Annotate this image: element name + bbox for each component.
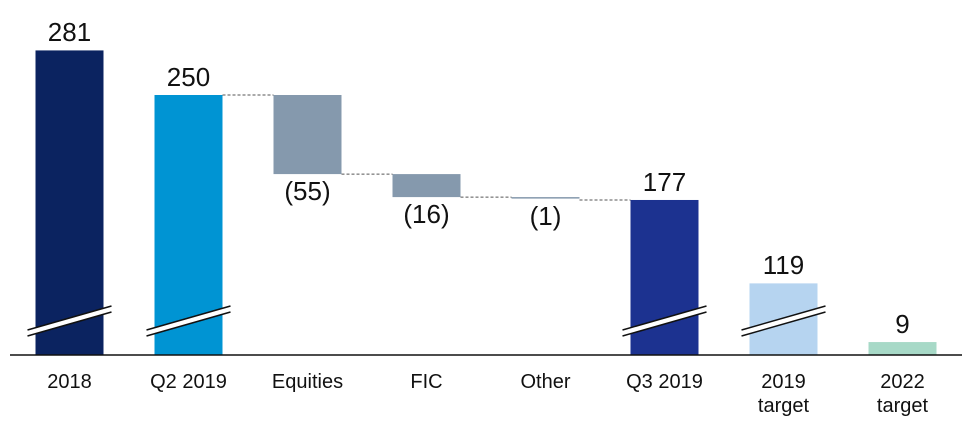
value-label: 177 <box>642 166 687 197</box>
x-tick-label: Equities <box>271 371 344 393</box>
axis-break-line <box>741 305 826 331</box>
axis-break-line <box>146 311 231 337</box>
value-label: (1) <box>529 200 562 231</box>
bar <box>273 95 342 175</box>
x-tick-label: FIC <box>410 371 443 393</box>
axis-break <box>27 306 112 336</box>
x-tick-label: 2022 target <box>876 371 929 417</box>
value-label: 119 <box>762 250 805 281</box>
x-tick-label: 2018 <box>47 371 92 393</box>
x-tick-label: Other <box>520 371 571 393</box>
axis-break <box>741 306 826 336</box>
bar <box>868 342 937 355</box>
axis-break-line <box>622 305 707 331</box>
axis-break-line <box>27 305 112 331</box>
value-label: 281 <box>47 17 92 48</box>
x-tick-label: Q2 2019 <box>150 371 227 393</box>
value-label: (16) <box>403 199 450 230</box>
value-label: (55) <box>284 176 331 207</box>
bar <box>392 174 461 198</box>
value-label: 9 <box>895 309 910 340</box>
axis-break-line <box>622 311 707 337</box>
value-label: 250 <box>166 62 211 92</box>
x-tick-label: Q3 2019 <box>626 371 703 393</box>
axis-break-line <box>146 305 231 331</box>
x-tick-label: 2019 target <box>757 371 810 417</box>
axis-break-line <box>741 311 826 337</box>
bar <box>35 50 104 356</box>
bar <box>630 199 699 355</box>
axis-break <box>622 306 707 336</box>
axis-break-line <box>27 311 112 337</box>
axis-break <box>146 306 231 336</box>
bar <box>511 197 580 199</box>
